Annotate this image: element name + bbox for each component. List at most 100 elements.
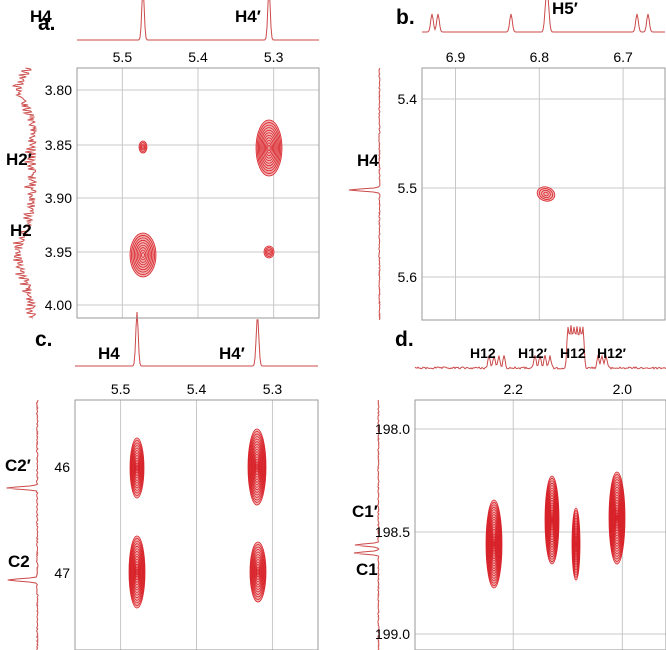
contour-line [610,484,624,552]
contour-line [486,502,502,586]
contour-line [266,142,272,154]
contour-line [613,502,621,534]
contour-line [262,134,276,162]
contour-line [140,143,146,151]
top-projection-trace [75,311,318,367]
contour-line [136,465,138,471]
top-peak-label: H12′ [518,345,548,361]
contour-line [490,528,498,560]
labels-layer: a. 5.5 5.4 5.3 3.80 3.85 3.90 3.95 4.00 H4 H4′ H2′ H… [5,0,633,642]
contour-line [136,569,138,575]
contour-line [256,122,282,174]
y-tick-label: 199.0 [375,626,410,642]
contour-line [252,554,264,590]
contour-line [487,511,501,577]
side-peak-label: C1′ [352,502,378,521]
contour-line [488,516,500,572]
contour-line [248,431,266,503]
x-tick-label: 5.3 [264,49,284,65]
y-tick-label: 3.80 [45,82,72,98]
top-peak-label: H4 [98,344,120,363]
contour-line [132,551,142,593]
contour-line [254,559,262,585]
contour-line [136,244,150,266]
top-peak-label: H4 [30,7,52,26]
top-peak-label: H12′ [597,345,627,361]
contour-line [614,504,620,532]
contour-line [612,494,622,542]
top-projection-trace [422,0,665,33]
y-tick-label: 47 [54,565,70,581]
x-tick-label: 2.2 [503,381,523,397]
contour-line [250,546,266,598]
cross-peak [608,471,626,565]
contour-line [491,531,497,557]
plot-frame [76,67,320,319]
contour-line [259,127,279,169]
contour-line [139,249,147,261]
plot-frames-layer [74,67,666,650]
x-tick-label: 2.0 [613,381,633,397]
side-projection-trace [6,399,39,650]
panel-label: c. [35,328,53,351]
side-peak-label: C2 [8,552,30,571]
contour-line [132,553,142,591]
y-tick-label: 198.5 [375,524,410,540]
cross-peak [138,140,148,154]
contour-line [141,252,145,258]
contour-line [615,512,619,524]
plot-frame [414,399,666,650]
panel-label: b. [396,6,415,29]
contour-line [252,551,264,593]
plot-frame [74,399,319,650]
contour-line [266,248,272,256]
contour-line [263,137,275,159]
contour-line [254,456,260,478]
contour-line [133,556,141,588]
top-peak-label: H12 [470,345,496,361]
cross-peaks-layer [128,119,626,609]
contour-line [134,460,140,476]
contour-line [611,489,623,547]
x-tick-label: 6.9 [446,49,466,65]
contour-line [251,549,265,595]
contour-line [250,441,264,493]
contour-line [492,538,496,550]
y-tick-label: 5.4 [398,91,418,107]
contour-line [486,506,502,582]
contour-line [491,533,497,555]
spectrum-traces-layer [6,0,666,650]
contour-line [256,566,260,578]
contour-line [536,186,556,202]
cross-peak [247,428,267,506]
cross-peak [571,507,581,581]
contour-line [130,545,144,599]
contour-line [130,442,144,494]
side-projection-trace [353,399,380,650]
contour-line [613,497,621,539]
y-tick-label: 3.85 [45,137,72,153]
contour-line [538,188,554,200]
contour-line [133,452,141,484]
x-tick-label: 6.7 [613,49,633,65]
contour-line [249,541,267,603]
y-tick-label: 3.90 [45,190,72,206]
contour-line [614,507,620,529]
contour-line [489,519,499,569]
contour-line [251,443,263,491]
x-tick-label: 5.5 [111,381,131,397]
contour-line [267,145,271,151]
contour-line [129,540,145,604]
side-peak-label: C1 [356,560,378,579]
contour-line [129,232,157,278]
contour-line [133,558,141,586]
contour-line [255,564,261,580]
side-projection-trace [348,67,381,320]
y-tick-label: 5.6 [398,269,418,285]
contour-line [610,481,624,555]
contour-line [254,458,260,475]
contour-line [252,451,261,483]
contour-line [248,433,266,501]
x-tick-label: 5.4 [188,49,208,65]
